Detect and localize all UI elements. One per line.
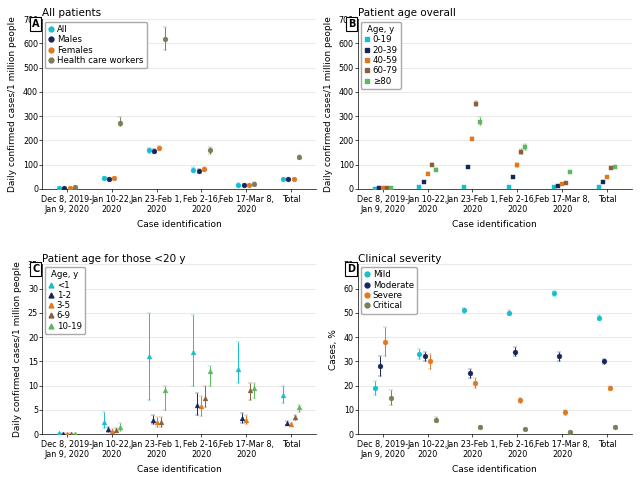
Y-axis label: Cases, %: Cases, % — [329, 329, 338, 370]
X-axis label: Case identification: Case identification — [136, 219, 221, 228]
Text: All patients: All patients — [42, 8, 101, 18]
X-axis label: Case identification: Case identification — [136, 465, 221, 474]
Text: C: C — [32, 264, 40, 274]
Text: Clinical severity: Clinical severity — [358, 254, 442, 264]
X-axis label: Case identification: Case identification — [452, 465, 537, 474]
Legend: Mild, Moderate, Severe, Critical: Mild, Moderate, Severe, Critical — [360, 267, 417, 314]
Legend: <1, 1-2, 3-5, 6-9, 10-19: <1, 1-2, 3-5, 6-9, 10-19 — [45, 267, 85, 334]
Text: D: D — [348, 264, 355, 274]
Y-axis label: Daily confirmed cases/1 million people: Daily confirmed cases/1 million people — [13, 261, 22, 437]
Y-axis label: Daily confirmed cases/1 million people: Daily confirmed cases/1 million people — [324, 16, 333, 192]
Legend: 0-19, 20-39, 40-59, 60-79, ≥80: 0-19, 20-39, 40-59, 60-79, ≥80 — [360, 22, 401, 89]
Text: Patient age overall: Patient age overall — [358, 8, 456, 18]
Text: A: A — [32, 19, 40, 29]
X-axis label: Case identification: Case identification — [452, 219, 537, 228]
Text: B: B — [348, 19, 355, 29]
Y-axis label: Daily confirmed cases/1 million people: Daily confirmed cases/1 million people — [8, 16, 17, 192]
Text: Patient age for those <20 y: Patient age for those <20 y — [42, 254, 186, 264]
Legend: All, Males, Females, Health care workers: All, Males, Females, Health care workers — [45, 22, 147, 68]
